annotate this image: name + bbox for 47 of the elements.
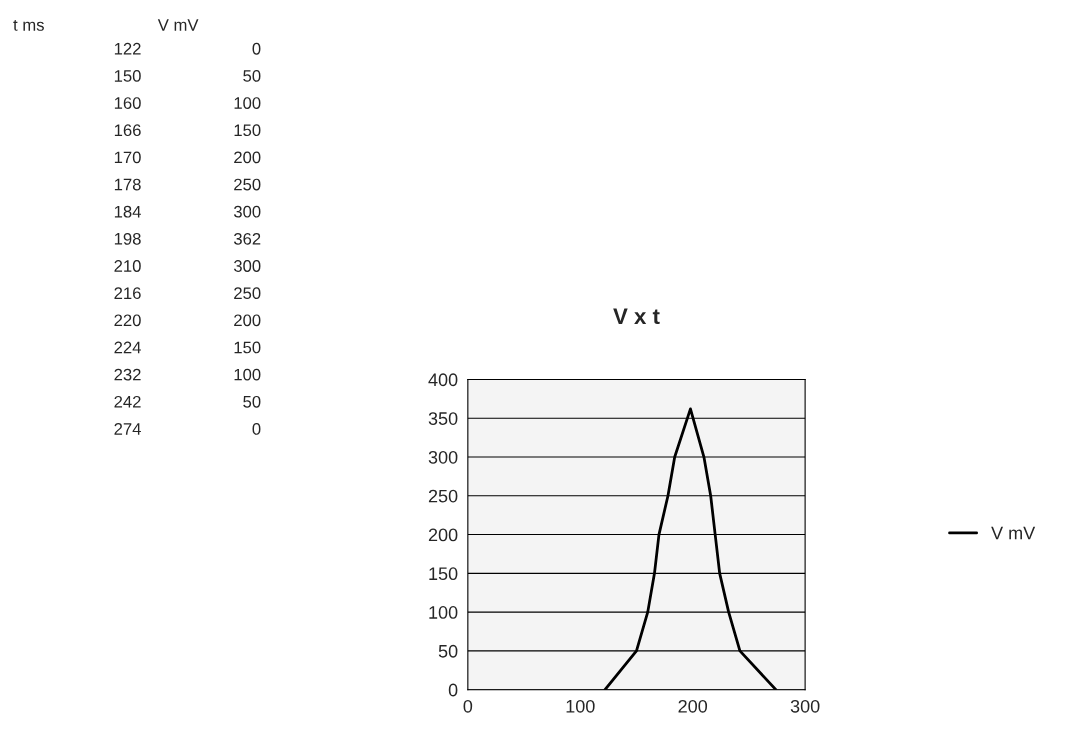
text: 300 [233,260,261,272]
text: 184 [114,205,141,218]
y-tick-label: 350 [428,412,458,425]
text: 170 [114,151,141,164]
y-tick-label: 200 [428,528,458,542]
y-tick-label: 400 [428,373,458,387]
text: 242 [114,395,141,408]
text: 150 [234,341,261,354]
y-tick-label: 50 [438,644,458,658]
text: 220 [114,314,141,327]
text: 198 [114,232,141,245]
text: 100 [234,368,261,381]
text: 250 [234,287,261,300]
legend-label: V mV [991,526,1036,540]
y-tick-label: 0 [448,683,458,697]
y-tick-label: 300 [428,450,458,464]
y-tick-label: 100 [429,606,458,619]
x-tick-label: 0 [463,699,473,713]
text: V mV [157,19,199,31]
text: 100 [234,97,261,109]
text: t ms [13,19,44,31]
text: 50 [243,70,261,82]
text: 232 [114,368,141,381]
x-tick-label: 100 [566,699,595,713]
chart-title: V x t [613,308,660,325]
text: 210 [114,260,141,272]
text: 300 [233,205,261,218]
y-tick-label: 150 [429,567,458,581]
text: 200 [234,151,261,164]
text: 178 [114,178,141,191]
text: 224 [114,341,141,354]
text: 216 [114,287,141,300]
x-tick-label: 200 [678,699,708,713]
text: 274 [114,423,141,435]
text: 362 [233,232,261,245]
text: 150 [234,124,261,137]
text: 0 [252,42,261,55]
text: 50 [243,395,261,408]
text: 150 [114,70,141,82]
y-tick-label: 250 [428,489,458,503]
text: 200 [234,314,261,327]
text: 250 [234,178,261,191]
x-tick-label: 300 [790,699,820,713]
text: 122 [114,42,141,55]
text: 166 [114,124,141,137]
text: 160 [114,97,141,109]
text: 0 [252,423,261,435]
